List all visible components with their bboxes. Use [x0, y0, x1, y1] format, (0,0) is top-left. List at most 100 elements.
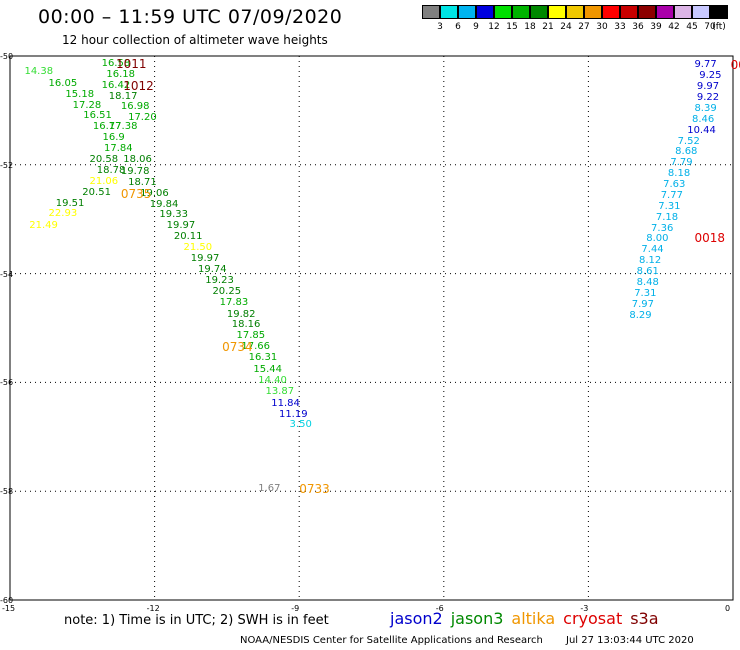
wave-height-point: 1.67 — [258, 482, 281, 494]
legend-swatch — [620, 5, 638, 19]
wave-height-point: 7.63 — [663, 179, 686, 191]
wave-height-point: 9.25 — [699, 70, 722, 82]
legend-label: 36 — [632, 22, 644, 32]
wave-height-point: 19.82 — [226, 308, 256, 320]
wave-height-point: 21.49 — [29, 220, 58, 232]
wave-height-point: 22.93 — [48, 208, 78, 220]
lat-tick-label: -58 — [0, 487, 14, 497]
lon-tick-label: -12 — [146, 604, 160, 613]
wave-height-point: 19.78 — [120, 165, 150, 177]
wave-height-point: 13.87 — [265, 385, 295, 397]
wave-height-point: 7.18 — [655, 211, 679, 223]
wave-height-point: 16.51 — [83, 110, 112, 122]
wave-height-point: 7.31 — [658, 200, 681, 212]
wave-height-point: 16.9 — [102, 132, 125, 144]
pass-time-label: 1011 — [116, 57, 147, 72]
wave-height-point: 8.29 — [629, 309, 652, 321]
wave-height-point: 8.46 — [692, 113, 715, 125]
legend-label: 42 — [668, 22, 680, 32]
wave-height-point: 19.84 — [149, 198, 179, 210]
legend-swatch — [602, 5, 620, 19]
wave-height-point: 7.77 — [660, 189, 683, 201]
lon-tick-label: -15 — [2, 604, 16, 613]
lon-tick-label: 0 — [725, 604, 731, 613]
wave-height-point: 17.38 — [108, 121, 138, 133]
wave-height-point: 17.84 — [103, 143, 133, 155]
wave-height-point: 21.50 — [183, 242, 213, 254]
wave-height-point: 20.58 — [89, 154, 119, 165]
legend-label: 15 — [506, 22, 518, 32]
pass-time-label: 1012 — [123, 79, 154, 94]
legend-label: 21 — [542, 22, 554, 32]
wave-height-point: 19.97 — [190, 253, 220, 265]
wave-height-point: 9.22 — [696, 91, 720, 103]
wave-height-point: 18.06 — [123, 154, 152, 165]
legend-label: 39 — [650, 22, 662, 32]
legend-swatch — [692, 5, 710, 19]
wave-height-point: 21.06 — [89, 175, 119, 187]
map-subtitle: 12 hour collection of altimeter wave hei… — [62, 33, 328, 47]
wave-height-point: 8.48 — [636, 276, 659, 288]
legend-swatch — [710, 5, 728, 19]
legend-label: (ft) — [712, 22, 726, 32]
legend-label: 70 — [704, 22, 716, 32]
legend-label: 30 — [596, 22, 608, 32]
satellite-legend-entry: altika — [511, 609, 556, 628]
satellite-legend-entry: jason2 — [390, 609, 443, 628]
timestamp-text: Jul 27 13:03:44 UTC 2020 — [566, 635, 694, 646]
wave-height-point: 7.44 — [641, 244, 664, 256]
legend-label: 6 — [455, 22, 461, 32]
lat-tick-label: -50 — [0, 52, 14, 61]
credit-text: NOAA/NESDIS Center for Satellite Applica… — [240, 635, 543, 646]
legend-label: 18 — [524, 22, 536, 32]
wave-height-point: 17.66 — [241, 341, 270, 353]
wave-height-point: 14.40 — [258, 374, 287, 386]
satellite-legend: jason2 jason3 altika cryosat s3a — [390, 609, 667, 628]
wave-height-point: 8.00 — [646, 233, 669, 245]
wave-height-point: 11.19 — [278, 408, 308, 420]
pass-time-label: 0735 — [120, 186, 152, 201]
legend-swatch — [674, 5, 692, 19]
lat-tick-label: -56 — [0, 378, 14, 388]
legend-swatch — [548, 5, 566, 19]
wave-height-point: 8.18 — [667, 168, 691, 180]
wave-height-point: 9.97 — [696, 81, 720, 93]
satellite-legend-entry: jason3 — [450, 609, 504, 628]
wave-height-point: 15.44 — [253, 363, 283, 375]
wave-height-point: 16.58 — [101, 58, 131, 70]
wave-height-point: 7.31 — [634, 287, 657, 299]
wave-height-point: 10.44 — [687, 124, 716, 136]
wave-height-point: 3.50 — [289, 419, 312, 431]
legend-swatch — [566, 5, 584, 19]
legend-label: 3 — [437, 22, 443, 32]
wave-height-point: 18.71 — [128, 176, 157, 188]
lon-tick-label: -6 — [435, 604, 444, 613]
legend-label: 45 — [686, 22, 698, 32]
wave-height-point: 11.84 — [271, 397, 300, 409]
legend-swatch — [494, 5, 512, 19]
legend-label: 12 — [488, 22, 500, 32]
legend-swatch — [584, 5, 602, 19]
wave-height-point: 8.39 — [694, 102, 717, 114]
wave-height-point: 19.51 — [55, 197, 85, 209]
wave-height-point: 19.74 — [197, 263, 227, 275]
pass-time-label: 0733 — [299, 481, 330, 496]
pass-time-label: 0734 — [222, 340, 253, 355]
lon-tick-label: -3 — [580, 604, 589, 613]
wave-height-point: 8.68 — [675, 146, 698, 158]
wave-height-point: 20.25 — [212, 285, 242, 297]
wave-height-point: 17.85 — [236, 330, 266, 342]
legend-swatch — [530, 5, 548, 19]
lon-tick-label: -9 — [291, 604, 300, 613]
wave-height-point: 16.42 — [101, 80, 131, 92]
map-frame — [9, 55, 734, 601]
wave-height-point: 7.36 — [651, 222, 674, 234]
wave-height-point: 7.79 — [670, 157, 693, 169]
wave-height-point: 16.31 — [248, 352, 278, 364]
lat-tick-label: -52 — [0, 160, 14, 170]
legend-label: 9 — [473, 22, 479, 32]
wave-height-point: 8.61 — [636, 266, 659, 278]
wave-height-point: 20.11 — [173, 231, 203, 243]
satellite-legend-entry: s3a — [630, 609, 659, 628]
pass-time-label: 00 — [730, 58, 740, 73]
